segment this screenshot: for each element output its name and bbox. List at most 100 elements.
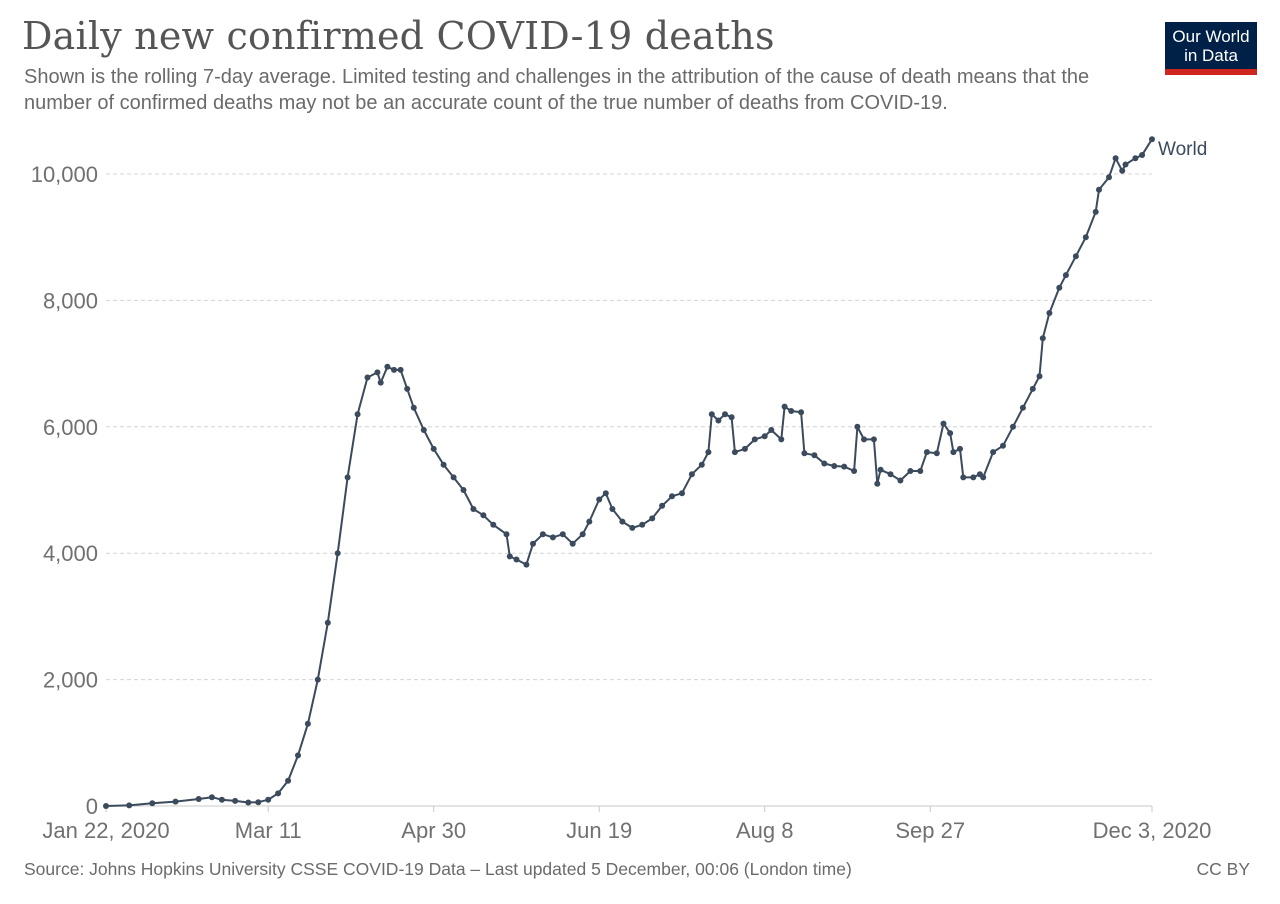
data-point[interactable] bbox=[523, 561, 530, 568]
data-point[interactable] bbox=[768, 427, 775, 433]
data-point[interactable] bbox=[232, 797, 239, 804]
data-point[interactable] bbox=[705, 449, 712, 456]
data-point[interactable] bbox=[1096, 186, 1102, 193]
data-point[interactable] bbox=[698, 461, 705, 468]
data-point[interactable] bbox=[460, 487, 467, 493]
data-point[interactable] bbox=[172, 798, 179, 805]
data-point[interactable] bbox=[659, 502, 666, 509]
data-point[interactable] bbox=[1092, 208, 1099, 215]
data-point[interactable] bbox=[530, 540, 536, 547]
data-point[interactable] bbox=[639, 521, 646, 528]
data-point[interactable] bbox=[990, 449, 997, 456]
data-point[interactable] bbox=[324, 619, 331, 626]
data-point[interactable] bbox=[404, 385, 411, 392]
data-point[interactable] bbox=[1106, 174, 1112, 181]
data-point[interactable] bbox=[821, 460, 828, 467]
data-point[interactable] bbox=[798, 409, 805, 416]
license-link[interactable]: CC BY bbox=[1196, 859, 1250, 879]
data-point[interactable] bbox=[314, 676, 321, 683]
data-point[interactable] bbox=[126, 802, 133, 809]
data-point[interactable] bbox=[923, 449, 930, 456]
data-point[interactable] bbox=[728, 414, 735, 421]
data-point[interactable] bbox=[741, 445, 748, 452]
data-point[interactable] bbox=[334, 550, 341, 557]
data-point[interactable] bbox=[731, 449, 738, 456]
data-point[interactable] bbox=[275, 790, 282, 797]
data-point[interactable] bbox=[1072, 253, 1079, 260]
data-point[interactable] bbox=[490, 521, 497, 528]
data-point[interactable] bbox=[761, 433, 768, 440]
data-point[interactable] bbox=[503, 531, 510, 538]
data-point[interactable] bbox=[1112, 155, 1119, 162]
data-point[interactable] bbox=[1046, 310, 1053, 316]
data-point[interactable] bbox=[506, 553, 513, 560]
data-point[interactable] bbox=[1119, 167, 1126, 174]
data-point[interactable] bbox=[801, 450, 808, 457]
data-point[interactable] bbox=[917, 468, 924, 474]
data-point[interactable] bbox=[887, 471, 894, 478]
data-point[interactable] bbox=[1132, 155, 1139, 162]
data-point[interactable] bbox=[265, 796, 272, 803]
data-point[interactable] bbox=[420, 427, 427, 433]
data-point[interactable] bbox=[344, 474, 351, 481]
data-point[interactable] bbox=[450, 474, 457, 481]
data-point[interactable] bbox=[870, 436, 877, 443]
data-point[interactable] bbox=[596, 496, 603, 503]
data-point[interactable] bbox=[619, 518, 626, 525]
data-point[interactable] bbox=[470, 506, 477, 512]
data-point[interactable] bbox=[1082, 234, 1089, 241]
data-point[interactable] bbox=[970, 474, 977, 481]
data-point[interactable] bbox=[586, 518, 593, 525]
data-point[interactable] bbox=[609, 506, 616, 512]
data-point[interactable] bbox=[877, 466, 884, 473]
data-point[interactable] bbox=[1139, 152, 1146, 158]
data-point[interactable] bbox=[410, 404, 417, 411]
data-point[interactable] bbox=[1122, 161, 1129, 168]
data-point[interactable] bbox=[788, 408, 795, 414]
data-point[interactable] bbox=[245, 799, 252, 806]
data-point[interactable] bbox=[549, 534, 556, 541]
data-point[interactable] bbox=[149, 800, 156, 807]
data-point[interactable] bbox=[897, 477, 904, 484]
data-point[interactable] bbox=[679, 490, 685, 497]
data-point[interactable] bbox=[255, 799, 262, 806]
data-point[interactable] bbox=[195, 796, 202, 802]
data-point[interactable] bbox=[1062, 272, 1069, 279]
data-point[interactable] bbox=[602, 490, 609, 497]
series-line[interactable] bbox=[105, 138, 1153, 807]
data-point[interactable] bbox=[1039, 335, 1046, 342]
data-point[interactable] bbox=[854, 423, 861, 430]
data-point[interactable] bbox=[841, 463, 848, 470]
data-point[interactable] bbox=[384, 363, 391, 370]
data-point[interactable] bbox=[391, 366, 397, 373]
data-point[interactable] bbox=[430, 445, 437, 452]
data-point[interactable] bbox=[778, 436, 785, 443]
data-point[interactable] bbox=[980, 474, 987, 481]
data-point[interactable] bbox=[811, 452, 818, 459]
our-world-in-data-logo[interactable]: Our World in Data bbox=[1165, 22, 1257, 75]
data-point[interactable] bbox=[377, 379, 384, 386]
series-world[interactable]: World bbox=[103, 136, 1207, 809]
data-point[interactable] bbox=[851, 468, 858, 474]
data-point[interactable] bbox=[722, 411, 728, 418]
data-point[interactable] bbox=[947, 430, 954, 437]
data-point[interactable] bbox=[103, 803, 109, 809]
data-point[interactable] bbox=[708, 411, 715, 418]
data-point[interactable] bbox=[715, 417, 722, 424]
data-point[interactable] bbox=[295, 752, 301, 759]
data-point[interactable] bbox=[569, 540, 576, 547]
data-point[interactable] bbox=[364, 374, 371, 381]
data-point[interactable] bbox=[649, 515, 656, 522]
data-point[interactable] bbox=[397, 366, 404, 373]
data-point[interactable] bbox=[751, 436, 758, 443]
data-point[interactable] bbox=[957, 445, 963, 452]
data-point[interactable] bbox=[950, 449, 957, 456]
data-point[interactable] bbox=[579, 531, 586, 538]
data-point[interactable] bbox=[907, 468, 914, 474]
data-point[interactable] bbox=[374, 369, 381, 376]
data-point[interactable] bbox=[480, 512, 487, 519]
data-point[interactable] bbox=[1056, 284, 1063, 291]
data-point[interactable] bbox=[285, 777, 292, 784]
data-point[interactable] bbox=[669, 493, 675, 500]
data-point[interactable] bbox=[1036, 373, 1043, 380]
